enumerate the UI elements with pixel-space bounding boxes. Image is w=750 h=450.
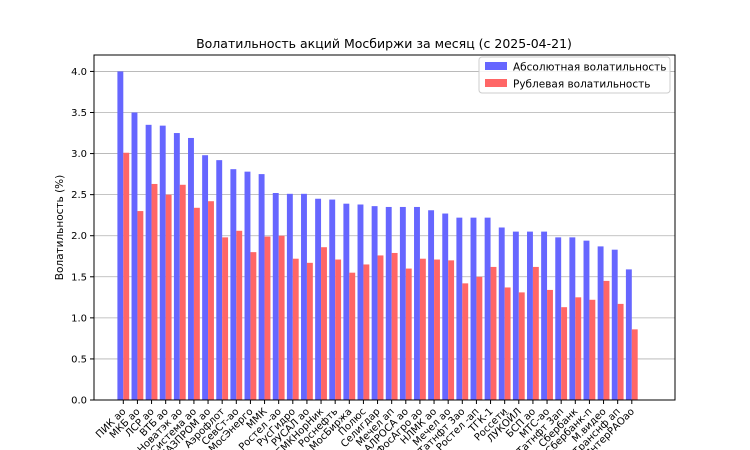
bars [117, 71, 638, 401]
y-axis-title: Волатильность (%) [54, 175, 66, 281]
bar-ruble-22 [419, 258, 426, 400]
bar-ruble-28 [504, 287, 511, 400]
y-tick-label: 0.0 [71, 396, 87, 407]
bar-absolute-3 [145, 124, 152, 400]
bar-ruble-37 [631, 329, 638, 400]
legend-label-ruble: Рублевая волатильность [513, 79, 650, 91]
bar-ruble-36 [617, 303, 624, 400]
bar-ruble-27 [490, 266, 497, 400]
bar-absolute-10 [244, 171, 251, 400]
chart-title: Волатильность акций Мосбиржи за месяц (с… [196, 36, 572, 51]
bar-absolute-23 [428, 210, 435, 400]
bar-absolute-14 [301, 193, 307, 400]
legend-swatch-ruble [485, 79, 507, 87]
legend-swatch-absolute [485, 62, 507, 70]
bar-absolute-37 [625, 269, 632, 400]
y-tick-label: 4.0 [71, 67, 87, 78]
bar-absolute-4 [159, 125, 166, 400]
bar-ruble-15 [321, 247, 327, 400]
bar-ruble-3 [151, 183, 158, 400]
bar-absolute-35 [597, 246, 604, 400]
bar-ruble-16 [335, 259, 342, 400]
legend-label-absolute: Абсолютная волатильность [513, 62, 666, 74]
bar-absolute-19 [371, 206, 378, 400]
bar-absolute-31 [541, 231, 548, 400]
bar-ruble-17 [349, 272, 356, 400]
bar-ruble-21 [405, 268, 412, 400]
y-tick-label: 1.0 [71, 313, 87, 324]
bar-ruble-20 [391, 252, 398, 400]
bar-ruble-2 [137, 211, 144, 400]
bar-ruble-23 [434, 259, 440, 400]
bar-absolute-32 [555, 237, 562, 400]
bar-absolute-5 [173, 133, 180, 401]
bar-absolute-9 [230, 169, 237, 400]
y-tick-label: 2.0 [71, 231, 87, 242]
bar-ruble-26 [476, 276, 483, 400]
bar-absolute-24 [442, 213, 449, 400]
bar-ruble-24 [448, 260, 455, 400]
bar-absolute-20 [385, 206, 392, 400]
bar-absolute-13 [286, 193, 293, 400]
y-tick-label: 3.0 [71, 149, 87, 160]
bar-absolute-8 [216, 160, 223, 400]
bar-ruble-33 [575, 297, 582, 400]
bar-absolute-33 [569, 237, 576, 400]
bar-absolute-2 [131, 112, 138, 400]
bar-absolute-1 [117, 71, 124, 401]
bar-ruble-9 [236, 230, 243, 400]
bar-ruble-18 [363, 264, 370, 400]
bar-absolute-28 [498, 227, 505, 400]
y-axis: 0.0 0.5 1.0 1.5 2.0 2.5 3.0 3.5 4.0 [71, 67, 94, 407]
bar-absolute-7 [202, 155, 209, 400]
bar-ruble-12 [278, 235, 285, 400]
bar-ruble-10 [250, 252, 257, 400]
bar-ruble-29 [518, 292, 525, 400]
bar-absolute-6 [188, 137, 194, 400]
y-tick-label: 3.5 [71, 108, 87, 119]
bar-absolute-22 [414, 206, 420, 400]
bar-ruble-14 [306, 262, 313, 400]
bar-ruble-31 [547, 289, 553, 400]
bar-ruble-1 [123, 152, 130, 400]
bar-ruble-35 [603, 280, 610, 400]
bar-absolute-12 [272, 193, 279, 400]
bar-absolute-25 [456, 217, 463, 400]
bar-absolute-18 [357, 204, 364, 400]
bar-ruble-11 [264, 236, 271, 400]
bar-ruble-25 [462, 283, 469, 400]
y-tick-label: 0.5 [71, 354, 87, 365]
bar-absolute-16 [329, 199, 336, 400]
legend-frame [478, 56, 671, 94]
y-tick-label: 1.5 [71, 272, 87, 283]
bar-ruble-5 [179, 184, 186, 400]
bar-absolute-26 [470, 217, 477, 400]
bar-ruble-13 [292, 258, 299, 400]
bar-absolute-11 [258, 174, 265, 400]
bar-absolute-34 [583, 240, 590, 400]
bar-ruble-8 [222, 237, 229, 400]
bar-ruble-30 [532, 266, 539, 400]
bar-ruble-7 [208, 201, 214, 400]
legend: Абсолютная волатильность Рублевая волати… [478, 56, 671, 94]
bar-ruble-4 [165, 194, 172, 400]
bar-ruble-32 [561, 307, 568, 400]
y-tick-label: 2.5 [71, 190, 87, 201]
bar-ruble-19 [377, 255, 384, 400]
plot-frame [93, 54, 676, 401]
bar-ruble-34 [589, 299, 596, 400]
bar-absolute-15 [315, 198, 322, 400]
bar-absolute-30 [527, 231, 533, 400]
bar-absolute-36 [611, 249, 618, 400]
bar-absolute-27 [484, 217, 491, 400]
bar-absolute-21 [399, 206, 406, 400]
bar-absolute-29 [512, 231, 519, 400]
bar-absolute-17 [343, 203, 350, 400]
bar-ruble-6 [193, 207, 200, 400]
